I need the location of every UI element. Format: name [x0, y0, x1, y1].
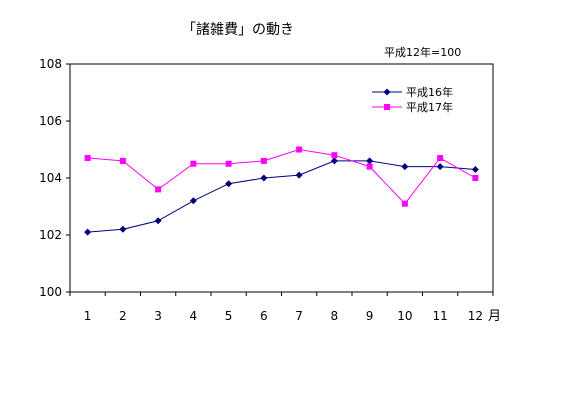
y-tick-label: 102 — [39, 228, 62, 242]
data-point — [296, 146, 303, 153]
y-tick-label: 108 — [39, 57, 62, 71]
data-point — [190, 160, 197, 167]
x-tick-label: 3 — [154, 309, 162, 323]
series-layer — [84, 146, 479, 236]
x-tick-label: 7 — [295, 309, 303, 323]
data-point — [295, 171, 303, 179]
y-tick-label: 104 — [39, 171, 62, 185]
legend-label: 平成16年 — [406, 85, 453, 99]
data-point — [366, 157, 374, 165]
legend-item: 平成16年 — [372, 85, 453, 99]
x-axis: 1 2 3 4 5 6 7 8 9 10 11 12 — [69, 292, 494, 323]
data-point — [366, 163, 373, 170]
legend-label: 平成17年 — [406, 100, 453, 114]
y-axis: 100 102 104 106 108 — [39, 57, 70, 299]
x-tick-label: 2 — [119, 309, 127, 323]
data-point — [155, 186, 162, 193]
series-1 — [84, 157, 479, 236]
x-axis-unit: 月 — [488, 309, 501, 324]
legend-item: 平成17年 — [372, 100, 453, 114]
x-tick-label: 6 — [260, 309, 268, 323]
y-tick-label: 106 — [39, 114, 62, 128]
chart-title: 「諸雑費」の動き — [182, 22, 294, 38]
legend-marker — [384, 104, 390, 110]
data-point — [260, 174, 268, 182]
data-point — [84, 228, 92, 236]
series-line — [87, 160, 476, 233]
x-tick-label: 10 — [397, 309, 412, 323]
legend-marker — [383, 88, 391, 96]
data-point — [472, 175, 479, 181]
series-2 — [84, 146, 479, 207]
data-point — [471, 165, 479, 173]
series-line — [87, 148, 476, 205]
data-point — [401, 163, 409, 171]
x-tick-label: 11 — [432, 309, 447, 323]
data-point — [189, 197, 197, 205]
y-tick-label: 100 — [39, 285, 62, 299]
data-point — [401, 200, 408, 207]
data-point — [225, 160, 232, 167]
x-tick-label: 12 — [468, 309, 483, 323]
data-point — [436, 163, 444, 171]
data-point — [225, 180, 233, 188]
data-point — [154, 217, 162, 225]
x-tick-label: 9 — [366, 309, 374, 323]
data-point — [330, 157, 338, 165]
data-point — [84, 155, 91, 162]
x-tick-label: 5 — [225, 309, 233, 323]
x-tick-label: 4 — [190, 309, 198, 323]
chart-subtitle: 平成12年=100 — [384, 45, 461, 59]
data-point — [331, 152, 338, 159]
data-point — [260, 157, 267, 164]
data-point — [119, 225, 127, 233]
x-tick-label: 8 — [331, 309, 339, 323]
data-point — [437, 155, 444, 162]
data-point — [119, 157, 126, 164]
x-tick-label: 1 — [84, 309, 92, 323]
